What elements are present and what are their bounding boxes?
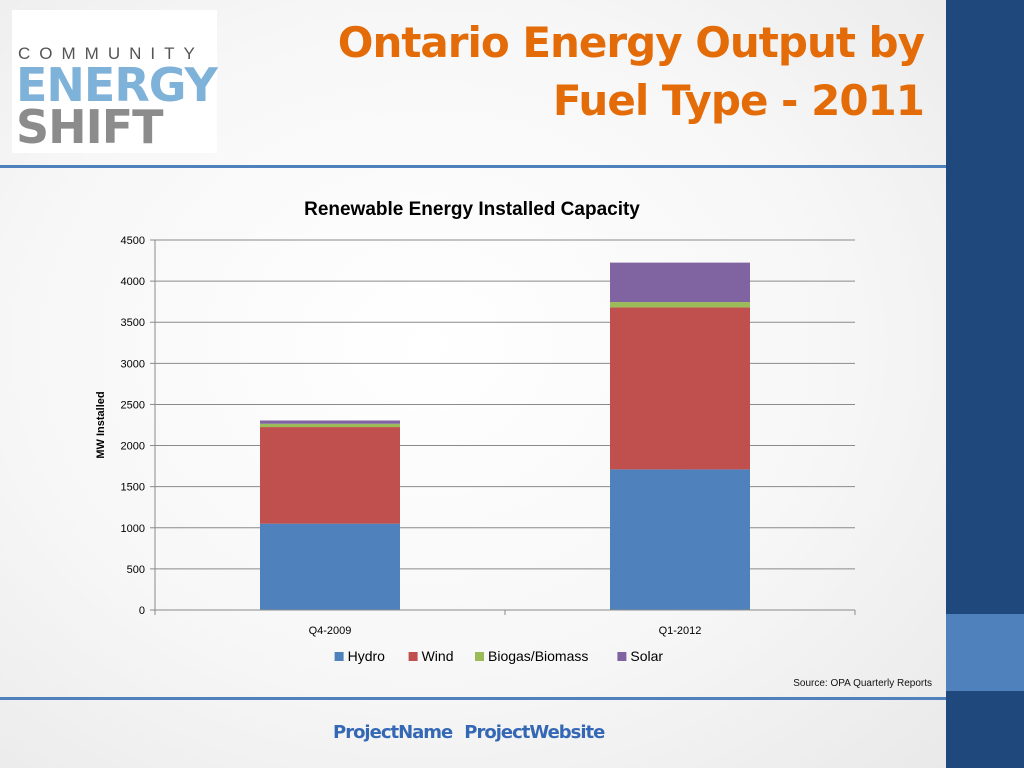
y-tick-label: 500: [127, 564, 145, 576]
slide-title-line-1: Ontario Energy Output by: [337, 18, 925, 67]
sidebar-accent-block: [946, 614, 1024, 691]
legend-swatch: [334, 652, 344, 661]
footer-project-website: ProjectWebsite: [464, 722, 605, 743]
bottom-divider: [0, 697, 946, 700]
bar-solar: [260, 420, 400, 424]
y-tick-label: 3500: [121, 317, 145, 329]
y-tick-label: 1500: [121, 482, 145, 494]
legend-label: Solar: [630, 648, 663, 664]
legend-swatch: [408, 652, 418, 661]
bar-wind: [260, 427, 400, 524]
x-tick-label: Q4-2009: [309, 625, 352, 637]
logo-community-text: COMMUNITY: [18, 44, 204, 63]
bar-hydro: [260, 523, 400, 610]
logo-energy-text: ENERGY: [16, 58, 218, 112]
axes-group: 0 500 1000 1500 2000 2500 3000 3500 4000 4500 Q4-2…: [121, 235, 856, 637]
stacked-bar-chart: Renewable Energy Installed Capacity MW I…: [95, 199, 856, 664]
bar-hydro: [610, 469, 750, 610]
slide-title: Ontario Energy Output by Fuel Type - 201…: [284, 14, 925, 130]
legend-swatch: [475, 652, 484, 661]
y-tick-label: 3000: [121, 358, 145, 370]
y-tick-label: 2000: [121, 441, 145, 453]
chart-title: Renewable Energy Installed Capacity: [304, 199, 640, 220]
legend-label: Hydro: [348, 648, 386, 664]
bar-wind: [610, 307, 750, 470]
y-tick-label: 0: [139, 605, 145, 617]
legend-swatch: [617, 652, 627, 661]
slide-title-line-2: Fuel Type - 2011: [552, 76, 925, 125]
y-tick-label: 4000: [121, 276, 145, 288]
legend-label: Biogas/Biomass: [488, 648, 588, 664]
y-tick-label: 2500: [121, 399, 145, 411]
bars-group: [260, 262, 750, 610]
x-tick-label: Q1-2012: [659, 625, 702, 637]
logo-shift-text: SHIFT: [16, 100, 164, 154]
y-axis-label: MW Installed: [95, 391, 107, 458]
bar-biogas-biomass: [260, 423, 400, 428]
footer-project-name: ProjectName: [333, 722, 453, 743]
legend: Hydro Wind Biogas/Biomass Solar: [334, 648, 663, 664]
legend-label: Wind: [422, 648, 454, 664]
bar-biogas-biomass: [610, 302, 750, 308]
source-note: Source: OPA Quarterly Reports: [793, 678, 932, 689]
y-tick-label: 1000: [121, 523, 145, 535]
y-tick-label: 4500: [121, 235, 145, 247]
bar-solar: [610, 262, 750, 303]
footer: ProjectName ProjectWebsite: [333, 722, 616, 743]
top-divider: [0, 165, 946, 168]
community-energy-shift-logo: COMMUNITY ENERGY SHIFT: [12, 10, 218, 154]
